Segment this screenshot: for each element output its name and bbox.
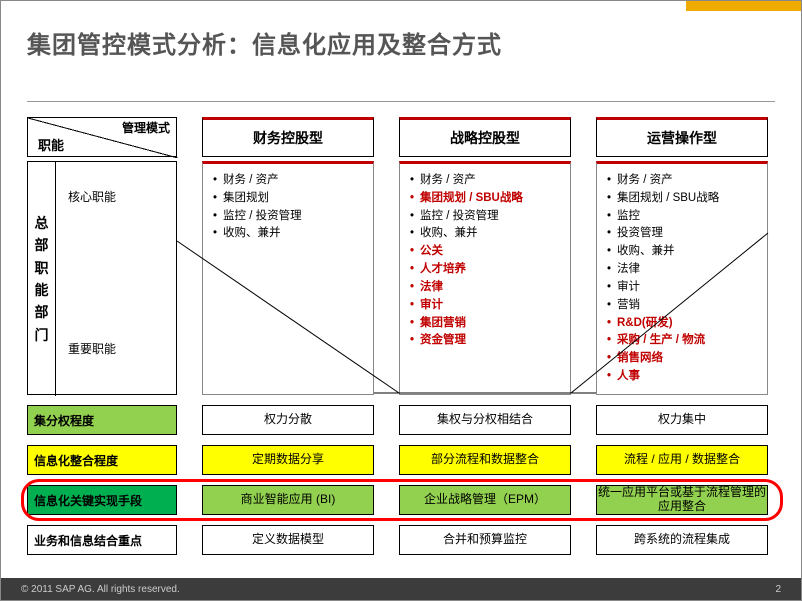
header-row: 管理模式 职能 财务控股型 战略控股型 运营操作型: [27, 117, 777, 157]
criteria-area: 集分权程度权力分散集权与分权相结合权力集中信息化整合程度定期数据分享部分流程和数…: [27, 405, 777, 565]
list-item: 销售网络: [605, 350, 763, 368]
criteria-cell: 权力集中: [596, 405, 768, 435]
list-item: 监控: [605, 208, 763, 226]
footer-bar: © 2011 SAP AG. All rights reserved. 2: [1, 578, 801, 600]
criteria-cell: 商业智能应用 (BI): [202, 485, 374, 515]
criteria-cell: 权力分散: [202, 405, 374, 435]
list-item: 集团营销: [408, 315, 566, 333]
header-col-1: 财务控股型: [202, 117, 374, 157]
list-item: 人事: [605, 368, 763, 386]
page-number: 2: [775, 584, 781, 595]
criteria-label: 业务和信息结合重点: [27, 525, 177, 555]
important-function-label: 重要职能: [68, 340, 116, 357]
header-col-3: 运营操作型: [596, 117, 768, 157]
criteria-cell: 集权与分权相结合: [399, 405, 571, 435]
list-item: 监控 / 投资管理: [408, 208, 566, 226]
title-underline: [27, 101, 775, 102]
list-item: 资金管理: [408, 332, 566, 350]
criteria-label: 信息化整合程度: [27, 445, 177, 475]
criteria-row: 信息化整合程度定期数据分享部分流程和数据整合流程 / 应用 / 数据整合: [27, 445, 777, 475]
top-accent-bar: [686, 1, 801, 11]
list-item: 投资管理: [605, 225, 763, 243]
criteria-cell: 合并和预算监控: [399, 525, 571, 555]
criteria-cell: 跨系统的流程集成: [596, 525, 768, 555]
core-function-label: 核心职能: [68, 188, 116, 205]
list-item: 法律: [408, 279, 566, 297]
column-financial: 财务 / 资产集团规划监控 / 投资管理收购、兼并: [202, 161, 374, 395]
copyright-text: © 2011 SAP AG. All rights reserved.: [21, 584, 180, 595]
criteria-cell: 企业战略管理（EPM）: [399, 485, 571, 515]
criteria-cell: 流程 / 应用 / 数据整合: [596, 445, 768, 475]
list-item: 审计: [605, 279, 763, 297]
column-strategic: 财务 / 资产集团规划 / SBU战略监控 / 投资管理收购、兼并公关人才培养法…: [399, 161, 571, 395]
header-top-label: 管理模式: [122, 119, 170, 136]
list-item: 审计: [408, 297, 566, 315]
list-item: 财务 / 资产: [408, 172, 566, 190]
list-item: 收购、兼并: [605, 243, 763, 261]
column-operational: 财务 / 资产集团规划 / SBU战略监控投资管理收购、兼并法律审计营销R&D(…: [596, 161, 768, 395]
slide: 集团管控模式分析：信息化应用及整合方式 管理模式 职能 财务控股型 战略控股型 …: [0, 0, 802, 601]
left-label-column: 总部职能部门 核心职能 重要职能: [27, 161, 177, 395]
criteria-row: 业务和信息结合重点定义数据模型合并和预算监控跨系统的流程集成: [27, 525, 777, 555]
list-item: 营销: [605, 297, 763, 315]
criteria-cell: 定义数据模型: [202, 525, 374, 555]
vertical-label: 总部职能部门: [28, 162, 56, 396]
criteria-label: 信息化关键实现手段: [27, 485, 177, 515]
criteria-row: 集分权程度权力分散集权与分权相结合权力集中: [27, 405, 777, 435]
list-item: 财务 / 资产: [605, 172, 763, 190]
slide-title: 集团管控模式分析：信息化应用及整合方式: [27, 25, 502, 60]
list-item: 收购、兼并: [408, 225, 566, 243]
list-item: 人才培养: [408, 261, 566, 279]
header-bottom-label: 职能: [38, 135, 64, 154]
list-item: 采购 / 生产 / 物流: [605, 332, 763, 350]
functions-row: 总部职能部门 核心职能 重要职能 财务 / 资产集团规划监控 / 投资管理收购、…: [27, 161, 777, 395]
list-item: 集团规划 / SBU战略: [408, 190, 566, 208]
list-item: 公关: [408, 243, 566, 261]
content-area: 管理模式 职能 财务控股型 战略控股型 运营操作型 总部职能部门 核心职能 重要…: [27, 117, 777, 395]
header-col-2: 战略控股型: [399, 117, 571, 157]
list-item: 财务 / 资产: [211, 172, 369, 190]
list-item: 法律: [605, 261, 763, 279]
criteria-row: 信息化关键实现手段商业智能应用 (BI) 企业战略管理（EPM） 统一应用平台或基于…: [27, 485, 777, 515]
header-corner-cell: 管理模式 职能: [27, 117, 177, 157]
criteria-cell: 定期数据分享: [202, 445, 374, 475]
criteria-label: 集分权程度: [27, 405, 177, 435]
list-item: R&D(研发): [605, 315, 763, 333]
list-item: 监控 / 投资管理: [211, 208, 369, 226]
criteria-cell: 统一应用平台或基于流程管理的应用整合: [596, 485, 768, 515]
list-item: 集团规划: [211, 190, 369, 208]
criteria-cell: 部分流程和数据整合: [399, 445, 571, 475]
list-item: 收购、兼并: [211, 225, 369, 243]
list-item: 集团规划 / SBU战略: [605, 190, 763, 208]
